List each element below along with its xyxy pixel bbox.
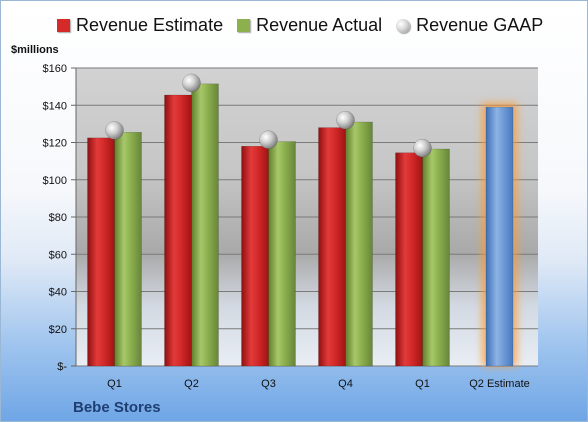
point-revenue-gaap [105, 121, 124, 140]
legend: Revenue Estimate Revenue Actual Revenue … [57, 15, 557, 36]
bar-revenue-estimate-forecast-body [485, 106, 514, 367]
x-tick-label: Q3 [261, 378, 276, 390]
x-axis-ticks: Q1 Q2 Q3 Q4 Q1 Q2 Estimate [107, 378, 530, 390]
bar-revenue-estimate-body [318, 127, 346, 367]
bar-revenue-actual-body [114, 132, 142, 367]
legend-label-revenue-estimate: Revenue Estimate [76, 15, 224, 35]
bar-revenue-actual [191, 83, 219, 367]
bar-revenue-estimate [241, 145, 269, 367]
y-tick-label: $- [57, 361, 67, 373]
bar-revenue-estimate-body [241, 145, 269, 367]
legend-item-revenue-estimate: Revenue Estimate [57, 15, 223, 36]
x-tick-label: Q2 Estimate [469, 378, 530, 390]
y-axis-unit-label: $millions [11, 44, 59, 56]
bar-revenue-actual-body [345, 121, 373, 367]
bar-revenue-actual-body [191, 83, 219, 367]
x-tick-label: Q1 [107, 378, 122, 390]
y-tick-label: $140 [43, 100, 67, 112]
bar-revenue-estimate-body [164, 94, 192, 367]
bar-revenue-estimate [164, 94, 192, 367]
bar-revenue-estimate-body [395, 152, 423, 367]
legend-item-revenue-actual: Revenue Actual [237, 15, 382, 36]
bar-revenue-actual [114, 132, 142, 367]
y-tick-label: $160 [43, 63, 67, 75]
legend-swatch-green [237, 19, 251, 32]
company-name: Bebe Stores [73, 399, 161, 416]
bar-revenue-estimate [395, 152, 423, 367]
bar-revenue-actual-body [422, 148, 450, 367]
bar-revenue-actual-body [268, 141, 296, 367]
y-axis-ticks: $- $20 $40 $60 $80 $100 $120 $140 $160 [43, 63, 77, 373]
bar-revenue-actual [268, 141, 296, 367]
legend-swatch-red [57, 19, 70, 32]
legend-item-revenue-gaap: Revenue GAAP [396, 15, 543, 36]
legend-label-revenue-gaap: Revenue GAAP [416, 15, 544, 35]
legend-label-revenue-actual: Revenue Actual [256, 15, 383, 35]
bar-revenue-estimate-body [87, 137, 115, 367]
legend-swatch-gaap-sphere [396, 18, 411, 33]
bar-revenue-estimate [87, 137, 115, 367]
point-revenue-gaap [259, 130, 278, 149]
bar-revenue-actual [345, 121, 373, 367]
y-tick-label: $60 [49, 249, 67, 261]
point-revenue-gaap [413, 138, 432, 158]
y-tick-label: $40 [49, 287, 67, 299]
x-tick-label: Q2 [184, 378, 199, 390]
point-revenue-gaap [182, 73, 201, 93]
bar-revenue-estimate-forecast [485, 106, 514, 367]
y-tick-label: $100 [43, 175, 67, 187]
x-tick-label: Q4 [338, 378, 353, 390]
x-tick-label: Q1 [415, 378, 430, 390]
bar-revenue-actual [422, 148, 450, 367]
y-tick-label: $20 [49, 324, 67, 336]
bar-revenue-estimate [318, 127, 346, 367]
point-revenue-gaap [336, 110, 355, 130]
y-tick-label: $80 [49, 212, 67, 224]
bars [87, 73, 517, 367]
gridlines [76, 67, 538, 367]
y-tick-label: $120 [43, 138, 67, 150]
